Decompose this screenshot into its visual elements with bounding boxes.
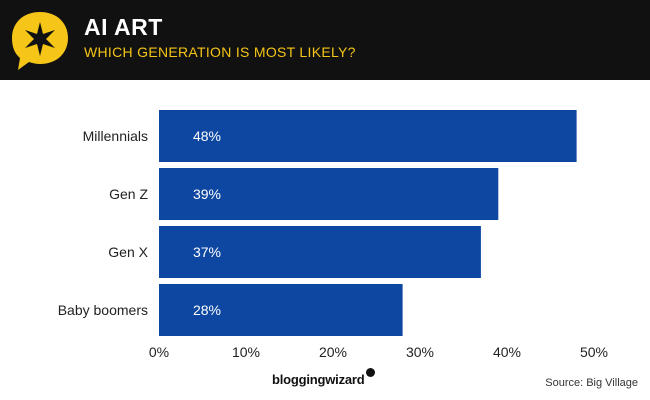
category-label: Millennials [83,128,148,144]
brand-logo-text: bloggingwizard [272,372,365,387]
category-label: Gen Z [109,186,148,202]
value-label: 39% [193,186,221,202]
header-banner: AI ART WHICH GENERATION IS MOST LIKELY? [0,0,650,80]
page-title: AI ART [84,14,163,40]
bar-gen-z [159,168,499,220]
source-note: Source: Big Village [545,377,638,389]
x-tick-label: 30% [406,344,434,360]
value-label: 37% [193,244,221,260]
x-tick-label: 0% [149,344,169,360]
bar-millennials [159,110,577,162]
brand-logo-dot [366,368,375,377]
x-tick-label: 50% [580,344,608,360]
star-speech-bubble-icon [12,12,68,70]
x-tick-label: 10% [232,344,260,360]
bar-gen-x [159,226,481,278]
category-label: Gen X [108,244,148,260]
value-label: 48% [193,128,221,144]
page-subtitle: WHICH GENERATION IS MOST LIKELY? [84,44,356,60]
x-tick-label: 40% [493,344,521,360]
bar-baby-boomers [159,284,403,336]
category-label: Baby boomers [58,302,148,318]
x-tick-label: 20% [319,344,347,360]
value-label: 28% [193,302,221,318]
